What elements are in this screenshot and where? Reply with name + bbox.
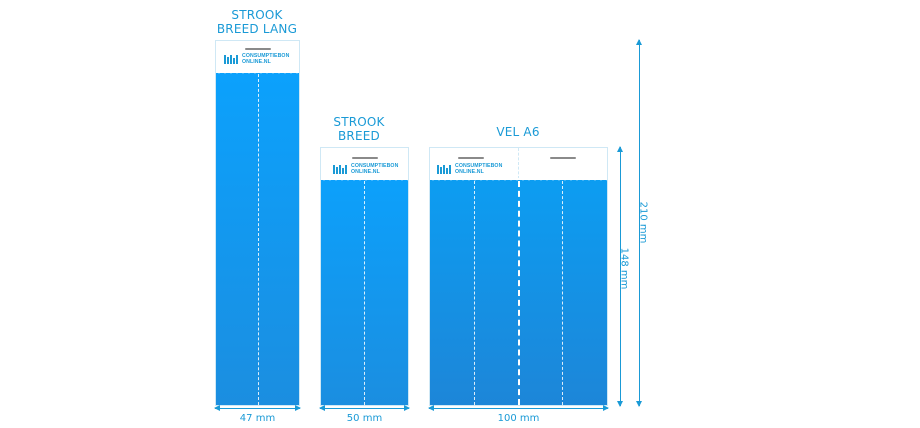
card-strook-breed-lang: CONSUMPTIEBON ONLINE.NL <box>215 40 300 406</box>
brand-logo-text: CONSUMPTIEBON ONLINE.NL <box>455 163 503 175</box>
width-label-47: 47 mm <box>239 413 276 424</box>
title-strook-breed: STROOK BREED <box>333 115 385 143</box>
height-label-210: 210 mm <box>637 201 649 244</box>
card-header: CONSUMPTIEBON ONLINE.NL <box>216 41 299 73</box>
perforation-edge <box>430 178 607 182</box>
height-dimension-arrow-210 <box>636 39 642 407</box>
height-dimension-arrow-148 <box>617 146 623 407</box>
barcode-bars-icon <box>333 165 348 175</box>
perforation-edge <box>321 178 408 182</box>
brand-logo-text: CONSUMPTIEBON ONLINE.NL <box>242 53 290 65</box>
hang-slot-left <box>458 157 484 159</box>
barcode-bars-icon <box>437 165 452 175</box>
perforation-line <box>364 181 365 405</box>
hang-slot <box>352 157 378 159</box>
brand-logo-text: CONSUMPTIEBON ONLINE.NL <box>351 163 399 175</box>
height-label-148: 148 mm <box>618 247 630 290</box>
width-dimension-arrow <box>428 405 609 411</box>
perforation-line <box>474 181 475 405</box>
perforation-edge <box>216 71 299 75</box>
brand-logo: CONSUMPTIEBON ONLINE.NL <box>437 163 503 175</box>
perforation-line <box>258 74 259 405</box>
width-dimension-arrow <box>319 405 410 411</box>
hang-slot <box>245 48 271 50</box>
width-dimension-arrow <box>214 405 301 411</box>
card-header: CONSUMPTIEBON ONLINE.NL <box>321 148 408 180</box>
title-vel-a6: VEL A6 <box>496 125 540 139</box>
perforation-line <box>562 181 563 405</box>
width-label-50: 50 mm <box>346 413 383 424</box>
title-strook-breed-lang: STROOK BREED LANG <box>216 8 298 36</box>
card-header: CONSUMPTIEBON ONLINE.NL <box>430 148 607 180</box>
barcode-bars-icon <box>224 55 239 65</box>
card-vel-a6: CONSUMPTIEBON ONLINE.NL <box>429 147 608 406</box>
hang-slot-right <box>550 157 576 159</box>
header-divider <box>518 148 519 179</box>
perforation-line-center <box>518 181 520 405</box>
card-strook-breed: CONSUMPTIEBON ONLINE.NL <box>320 147 409 406</box>
brand-logo: CONSUMPTIEBON ONLINE.NL <box>224 53 290 65</box>
width-label-100: 100 mm <box>497 413 540 424</box>
brand-logo: CONSUMPTIEBON ONLINE.NL <box>333 163 399 175</box>
